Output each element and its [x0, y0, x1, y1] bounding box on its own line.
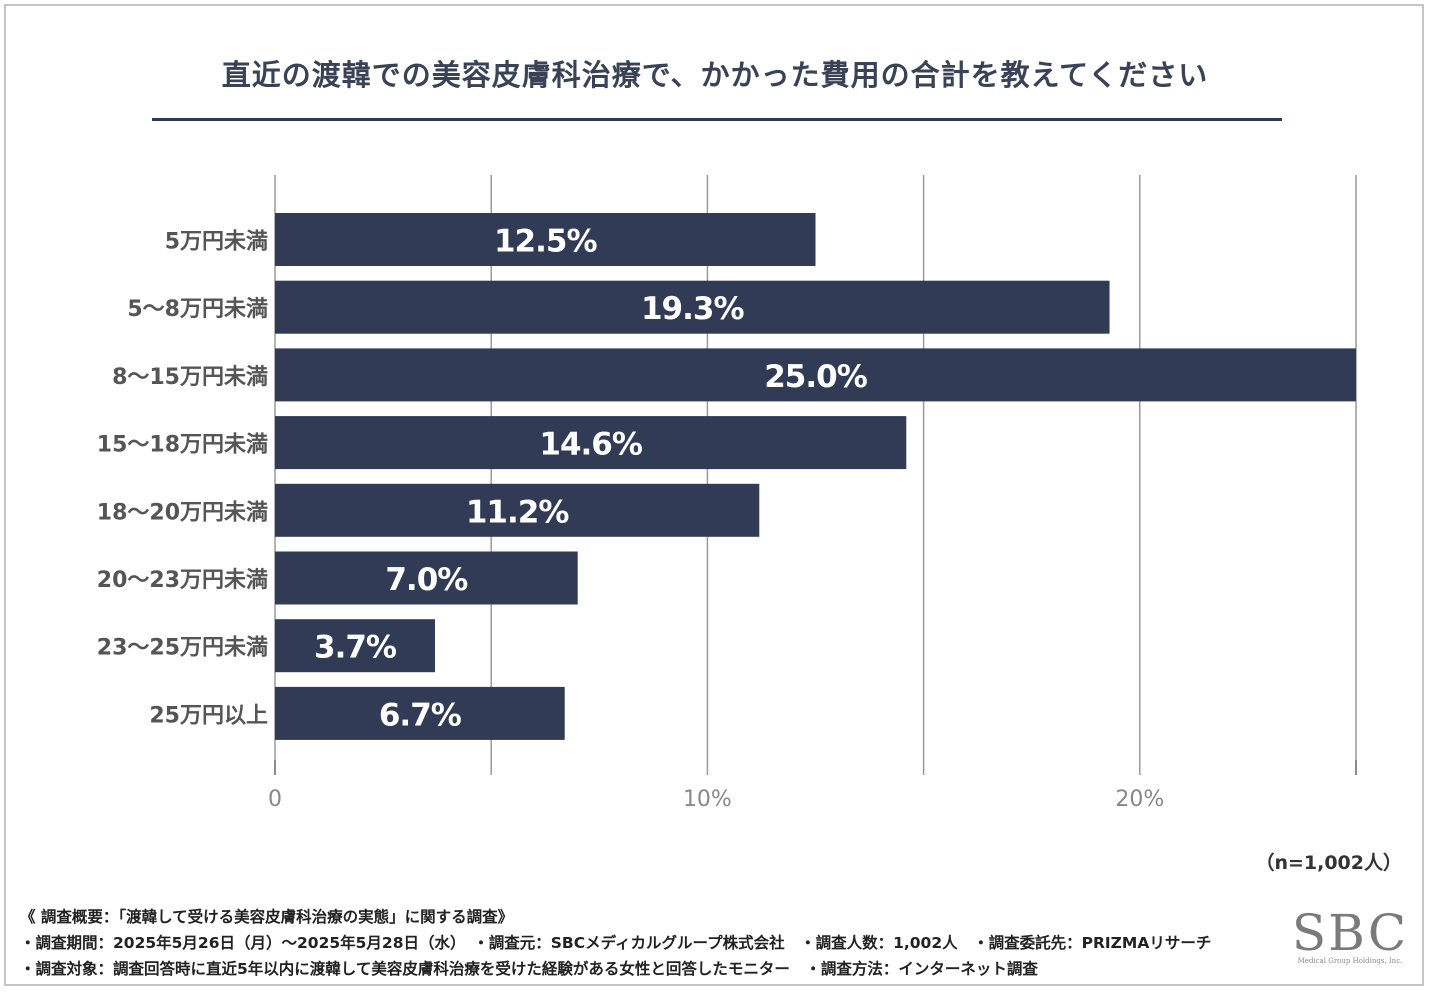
chart-title: 直近の渡韓での美容皮膚科治療で、かかった費用の合計を教えてください [221, 58, 1209, 92]
category-label-4: 18～20万円未満 [97, 499, 268, 525]
category-label-7: 25万円以上 [149, 703, 268, 728]
category-label-1: 5～8万円未満 [127, 296, 268, 322]
x-tick-label-0: 0 [268, 787, 282, 812]
x-tick-label-1: 10% [683, 787, 732, 812]
logo-text: SBC [1291, 904, 1409, 962]
bar-3 [275, 416, 907, 470]
bar-4 [275, 483, 760, 537]
bar-7 [275, 686, 565, 740]
bar-value-label-0: 12.5% [494, 224, 597, 260]
bar-value-label-4: 11.2% [466, 494, 569, 530]
category-label-3: 15～18万円未満 [97, 432, 268, 458]
title-underline [152, 118, 1282, 121]
bar-value-label-6: 3.7% [314, 630, 397, 666]
category-label-6: 23～25万円未満 [97, 635, 268, 661]
bar-value-label-7: 6.7% [379, 697, 462, 733]
bar-value-label-2: 25.0% [764, 359, 867, 395]
bar-value-label-5: 7.0% [385, 562, 468, 598]
sample-size-note: （n=1,002人） [1255, 852, 1402, 874]
x-tick-label-2: 20% [1115, 787, 1164, 812]
category-label-2: 8～15万円未満 [112, 364, 268, 390]
survey-target: ・調査対象：調査回答時に直近5年以内に渡韓して美容皮膚科治療を受けた経験がある女… [20, 960, 1038, 978]
survey-overview: 《 調査概要：「渡韓して受ける美容皮膚科治療の実態」に関する調査》 [20, 908, 514, 926]
bar-6 [275, 619, 435, 673]
bar-value-label-1: 19.3% [641, 291, 744, 327]
logo-subtext: Medical Group Holdings, Inc. [1297, 957, 1403, 965]
survey-details: ・調査期間：2025年5月26日（月）～2025年5月28日（水） ・調査元：S… [20, 934, 1212, 952]
survey-footer: 《 調査概要：「渡韓して受ける美容皮膚科治療の実態」に関する調査》 ・調査期間：… [20, 904, 1211, 982]
bar-0 [275, 213, 816, 266]
sbc-logo: SBC Medical Group Holdings, Inc. [1290, 905, 1410, 965]
category-label-0: 5万円未満 [165, 229, 268, 255]
bar-2 [275, 348, 1356, 402]
bar-value-label-3: 14.6% [539, 427, 642, 463]
category-label-5: 20～23万円未満 [97, 567, 268, 593]
bar-1 [275, 280, 1110, 334]
bar-5 [275, 551, 578, 605]
